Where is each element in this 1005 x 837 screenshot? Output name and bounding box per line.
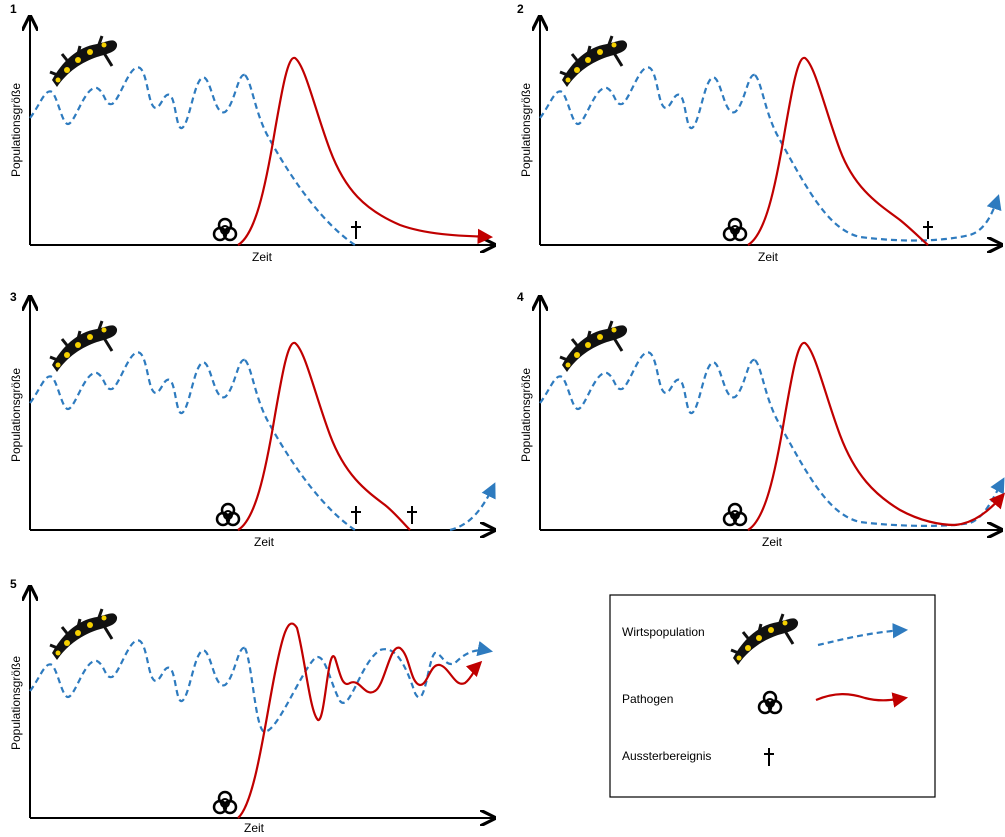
legend-label: Wirtspopulation <box>622 625 705 639</box>
y-label: Populationsgröße <box>519 83 533 177</box>
y-label: Populationsgröße <box>519 368 533 462</box>
y-label: Populationsgröße <box>9 83 23 177</box>
legend: Wirtspopulation Pathogen Aussterbereigni… <box>609 594 936 798</box>
panel-number: 2 <box>517 2 524 16</box>
x-label: Zeit <box>252 250 273 264</box>
x-label: Zeit <box>254 535 275 549</box>
panel: 3 Zeit Populationsgröße <box>9 290 494 549</box>
panel-number: 4 <box>517 290 524 304</box>
x-label: Zeit <box>762 535 783 549</box>
y-label: Populationsgröße <box>9 368 23 462</box>
panel: 2 Zeit Populationsgröße <box>517 2 1000 264</box>
panel: 4 Zeit Populationsgröße <box>517 290 1005 549</box>
x-label: Zeit <box>758 250 779 264</box>
panel-number: 1 <box>10 2 17 16</box>
panel: 5 Zeit Populationsgröße <box>9 577 493 835</box>
panel-number: 3 <box>10 290 17 304</box>
x-label: Zeit <box>244 821 265 835</box>
panel-number: 5 <box>10 577 17 591</box>
legend-label: Aussterbereignis <box>622 749 711 763</box>
y-label: Populationsgröße <box>9 656 23 750</box>
panel: 1 Zeit Populationsgröße <box>9 2 493 264</box>
legend-label: Pathogen <box>622 692 673 706</box>
